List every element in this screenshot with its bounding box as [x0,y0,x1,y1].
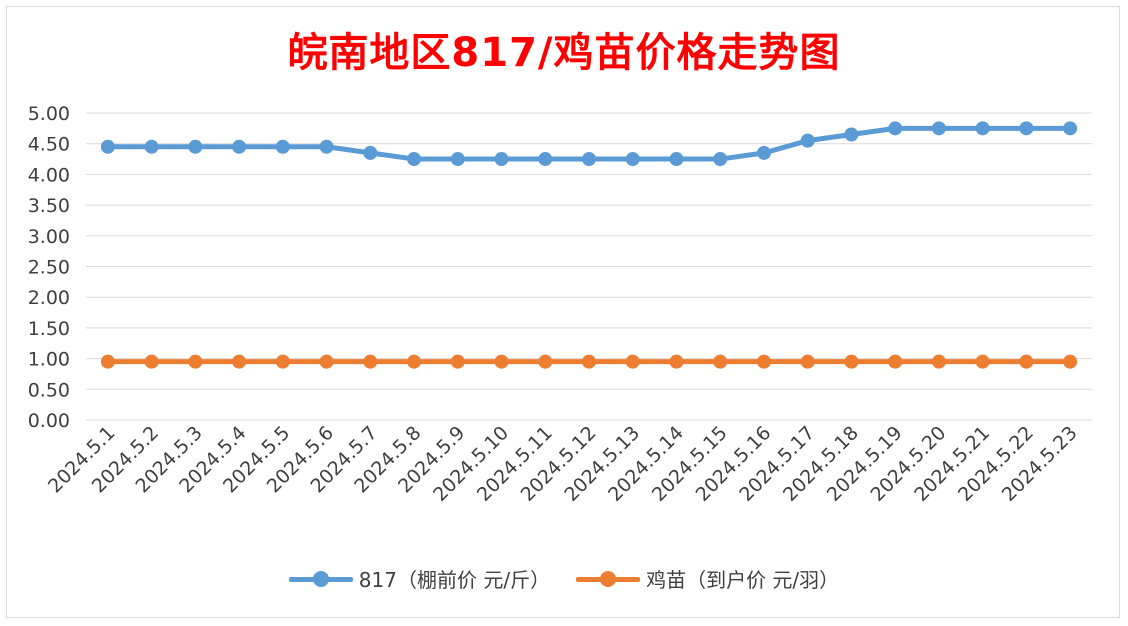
series-1-point-4 [275,354,290,369]
series-1-point-17 [844,354,859,369]
chart-frame [6,6,1120,618]
y-tick-label-0: 0.00 [28,410,70,432]
series-1-point-5 [319,354,334,369]
series-0-point-0 [100,139,115,154]
series-1-point-9 [494,354,509,369]
series-1-point-1 [144,354,159,369]
series-1-point-3 [232,354,247,369]
chart-title: 皖南地区817/鸡苗价格走势图 [287,30,841,76]
y-tick-label-2: 1.00 [28,349,70,371]
series-0-point-11 [582,152,596,167]
series-0-point-8 [450,152,465,167]
series-1-point-18 [888,354,903,369]
series-1-point-20 [975,354,990,369]
series-0-point-5 [319,139,334,154]
series-0-point-12 [625,152,640,167]
series-1-point-21 [1019,354,1034,369]
series-0-point-15 [756,145,771,160]
series-1-point-15 [756,354,771,369]
series-0-point-13 [669,152,684,167]
series-1-point-14 [713,354,728,369]
legend-swatch-817 [288,569,353,589]
series-0-point-2 [188,139,203,154]
series-1-point-13 [669,354,684,369]
chart-legend: 817（棚前价 元/斤） 鸡苗（到户价 元/羽） [0,564,1128,593]
series-1-point-7 [407,354,422,369]
series-1-point-12 [625,354,640,369]
series-0-point-9 [494,152,509,167]
series-0-point-14 [713,152,728,167]
legend-swatch-chick [576,569,641,589]
legend-label-chick: 鸡苗（到户价 元/羽） [646,568,840,592]
y-tick-label-10: 5.00 [28,103,70,125]
y-tick-label-7: 3.50 [28,195,70,217]
series-1-point-10 [538,354,553,369]
legend-item-817: 817（棚前价 元/斤） [288,564,551,593]
series-0-point-7 [407,152,422,167]
y-tick-label-6: 3.00 [28,226,70,248]
legend-label-817: 817（棚前价 元/斤） [358,568,551,592]
series-1-point-2 [188,354,203,369]
series-0-point-16 [800,133,815,148]
series-0-point-21 [1019,121,1034,136]
series-1-point-8 [450,354,465,369]
legend-item-chick: 鸡苗（到户价 元/羽） [576,564,839,593]
y-tick-label-8: 4.00 [28,164,70,186]
y-tick-label-9: 4.50 [28,134,70,156]
series-1-point-6 [363,354,378,369]
y-tick-label-1: 0.50 [28,379,70,401]
series-0-point-10 [538,152,553,167]
series-1-point-11 [582,354,596,369]
y-tick-label-3: 1.50 [28,318,70,340]
series-1-point-16 [800,354,815,369]
series-1-point-19 [931,354,946,369]
series-0-point-3 [232,139,247,154]
series-0-point-19 [931,121,946,136]
series-1-point-0 [100,354,115,369]
y-tick-label-4: 2.00 [28,287,70,309]
series-0-point-4 [275,139,290,154]
series-0-point-22 [1063,121,1078,136]
series-0-point-6 [363,145,378,160]
series-0-point-20 [975,121,990,136]
series-0-point-17 [844,127,859,142]
y-tick-label-5: 2.50 [28,257,70,279]
series-0-point-1 [144,139,159,154]
series-0-point-18 [888,121,903,136]
series-1-point-22 [1063,354,1078,369]
